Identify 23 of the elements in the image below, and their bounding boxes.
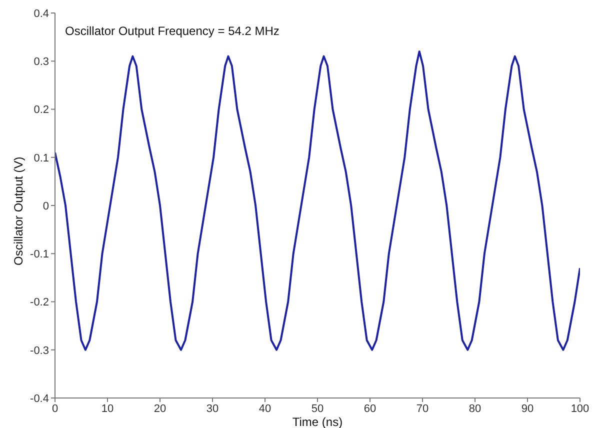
y-axis-title: Oscillator Output (V) [11, 156, 26, 266]
x-tick-label: 100 [570, 402, 590, 415]
x-tick-label: 90 [521, 402, 534, 415]
x-tick-label: 40 [258, 402, 272, 415]
y-tick-label: -0.3 [30, 344, 49, 357]
y-tick-label: -0.1 [30, 248, 49, 261]
line-series [55, 50, 580, 351]
y-tick-label: 0.2 [34, 104, 49, 116]
x-tick-label: 60 [364, 402, 376, 415]
x-tick-label: 0 [52, 402, 58, 415]
y-tick-label: 0.4 [34, 8, 49, 20]
x-tick-label: 80 [468, 402, 482, 415]
y-tick-label: -0.2 [30, 296, 49, 309]
y-tick-label: 0.1 [34, 152, 49, 164]
x-tick-label: 50 [311, 402, 324, 415]
x-tick-label: 10 [101, 402, 114, 415]
y-tick-label: -0.4 [30, 392, 49, 405]
x-tick-label: 70 [416, 402, 429, 415]
y-tick-label: 0.3 [34, 56, 49, 68]
x-tick-label: 20 [154, 402, 166, 415]
y-tick-label: 0 [42, 200, 49, 212]
annotation: Oscillator Output Frequency = 54.2 MHz [65, 24, 280, 38]
x-tick-label: 30 [206, 402, 219, 415]
